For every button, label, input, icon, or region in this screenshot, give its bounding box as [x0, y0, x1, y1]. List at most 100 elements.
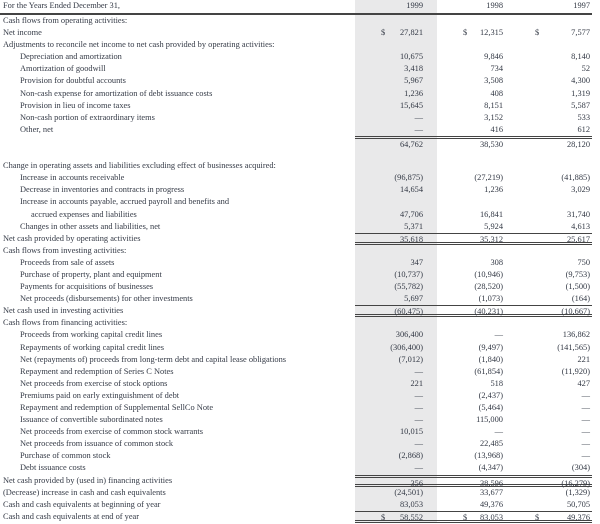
row-label: (Decrease) increase in cash and cash equ… [3, 487, 166, 497]
value-text: — [414, 403, 423, 412]
value-text: 416 [490, 124, 503, 134]
value-cell-1999: 5,697 [355, 293, 437, 305]
value-text: (24,501) [394, 487, 423, 497]
value-cell-1998: (5,464) [437, 402, 515, 414]
value-cell-1997 [515, 317, 592, 329]
value-cell-1997 [515, 245, 592, 257]
value-cell-1997: — [515, 402, 592, 414]
value-cell-1998: (9,497) [437, 342, 515, 354]
value-cell-1998: 5,924 [437, 221, 515, 233]
table-row: Other, net — 416 612 [0, 124, 592, 136]
value-cell-1997: — [515, 438, 592, 450]
value-text: 221 [577, 354, 590, 364]
value-text: (9,497) [478, 342, 503, 352]
value-cell-1998: — [437, 426, 515, 438]
row-label: Payments for acquisitions of businesses [20, 282, 154, 292]
value-text: 612 [577, 124, 590, 134]
value-text: (1,329) [565, 487, 590, 497]
value-text: (2,868) [398, 451, 423, 461]
table-row: (Decrease) increase in cash and cash equ… [0, 487, 592, 499]
value-text: 4,613 [571, 221, 590, 231]
current-year-highlight [355, 0, 437, 522]
value-text: (10,737) [394, 269, 423, 279]
value-cell-1997: 3,029 [515, 184, 592, 196]
value-text: (4,347) [478, 463, 503, 473]
value-text: 408 [490, 88, 503, 98]
row-label: Net income [3, 28, 42, 38]
value-text: (141,565) [557, 342, 590, 352]
value-cell-1999: 14,654 [355, 184, 437, 196]
table-row: Repayment and redemption of Series C Not… [0, 366, 592, 378]
value-text: 14,654 [399, 185, 423, 195]
value-cell-1998 [437, 15, 515, 27]
value-cell-1999: 5,967 [355, 75, 437, 87]
value-text: 10,015 [399, 427, 423, 437]
currency-symbol: $ [463, 512, 468, 522]
value-cell-1999: 64,762 [355, 135, 437, 149]
row-label: Proceeds from sale of assets [20, 257, 115, 267]
value-text: 31,740 [566, 209, 590, 219]
value-text: 50,705 [566, 499, 590, 509]
value-cell-1999: (10,737) [355, 269, 437, 281]
value-text: — [581, 415, 590, 425]
row-label: Purchase of property, plant and equipmen… [20, 269, 162, 279]
table-row: Purchase of common stock (2,868) (13,968) — [0, 450, 592, 462]
value-cell-1997: 533 [515, 112, 592, 124]
table-row: Net proceeds from issuance of common sto… [0, 438, 592, 450]
table-row: Debt issuance costs — (4,347) (304) [0, 462, 592, 474]
table-row: Amortization of goodwill 3,418 734 52 [0, 63, 592, 75]
value-text: — [581, 390, 590, 400]
value-cell-1999: (2,868) [355, 450, 437, 462]
value-text: 27,821 [399, 28, 423, 38]
value-cell-1998: (27,219) [437, 172, 515, 184]
table-row: Cash and cash equivalents at beginning o… [0, 499, 592, 511]
table-row: Net income $27,821 $12,315 $7,577 [0, 27, 592, 39]
value-text: (28,520) [474, 282, 503, 292]
value-cell-1998: 518 [437, 378, 515, 390]
value-cell-1999: 3,418 [355, 63, 437, 75]
value-text: 22,485 [479, 439, 503, 449]
value-text: (60,475) [394, 307, 423, 317]
value-cell-1998: 8,151 [437, 100, 515, 112]
value-cell-1997: (1,500) [515, 281, 592, 293]
value-cell-1997 [515, 196, 592, 208]
value-text: — [581, 451, 590, 461]
value-text: 33,677 [479, 487, 503, 497]
value-cell-1997: 4,613 [515, 221, 592, 233]
value-text: 3,418 [404, 64, 423, 74]
row-label: Other, net [20, 124, 54, 134]
currency-symbol: $ [381, 28, 386, 38]
value-cell-1998: 35,312 [437, 232, 515, 245]
value-cell-1998: 9,846 [437, 51, 515, 63]
value-text: (5,464) [478, 403, 503, 412]
value-cell-1999 [355, 160, 437, 172]
row-label: accrued expenses and liabilities [31, 209, 137, 219]
subtotal-row [0, 148, 592, 160]
value-text: 35,312 [479, 234, 503, 244]
value-text: (10,667) [561, 307, 590, 317]
value-cell-1999: 35,618 [355, 232, 437, 245]
value-cell-1997 [515, 15, 592, 27]
value-text: 8,151 [484, 100, 503, 110]
value-text: 3,508 [484, 76, 503, 86]
row-label: Repayment and redemption of Series C Not… [20, 366, 174, 376]
value-cell-1999: — [355, 462, 437, 474]
value-cell-1997: 136,862 [515, 329, 592, 341]
value-text: 9,846 [484, 52, 503, 62]
row-label: Net proceeds from exercise of stock opti… [20, 378, 168, 388]
value-cell-1997: (1,329) [515, 487, 592, 499]
value-text: (304) [571, 463, 590, 473]
value-text: 3,152 [484, 112, 503, 122]
value-text: (27,219) [474, 173, 503, 183]
value-cell-1998: 408 [437, 88, 515, 100]
value-cell-1998: (4,347) [437, 462, 515, 474]
currency-symbol: $ [381, 512, 386, 522]
value-cell-1997: 5,587 [515, 100, 592, 112]
value-cell-1999: 306,400 [355, 329, 437, 341]
row-label: Decrease in inventories and contracts in… [20, 185, 185, 195]
value-cell-1998: (28,520) [437, 281, 515, 293]
value-text: 25,617 [566, 234, 590, 244]
value-cell-1998: — [437, 329, 515, 341]
value-cell-1999: (96,875) [355, 172, 437, 184]
value-text: 64,762 [399, 139, 423, 149]
